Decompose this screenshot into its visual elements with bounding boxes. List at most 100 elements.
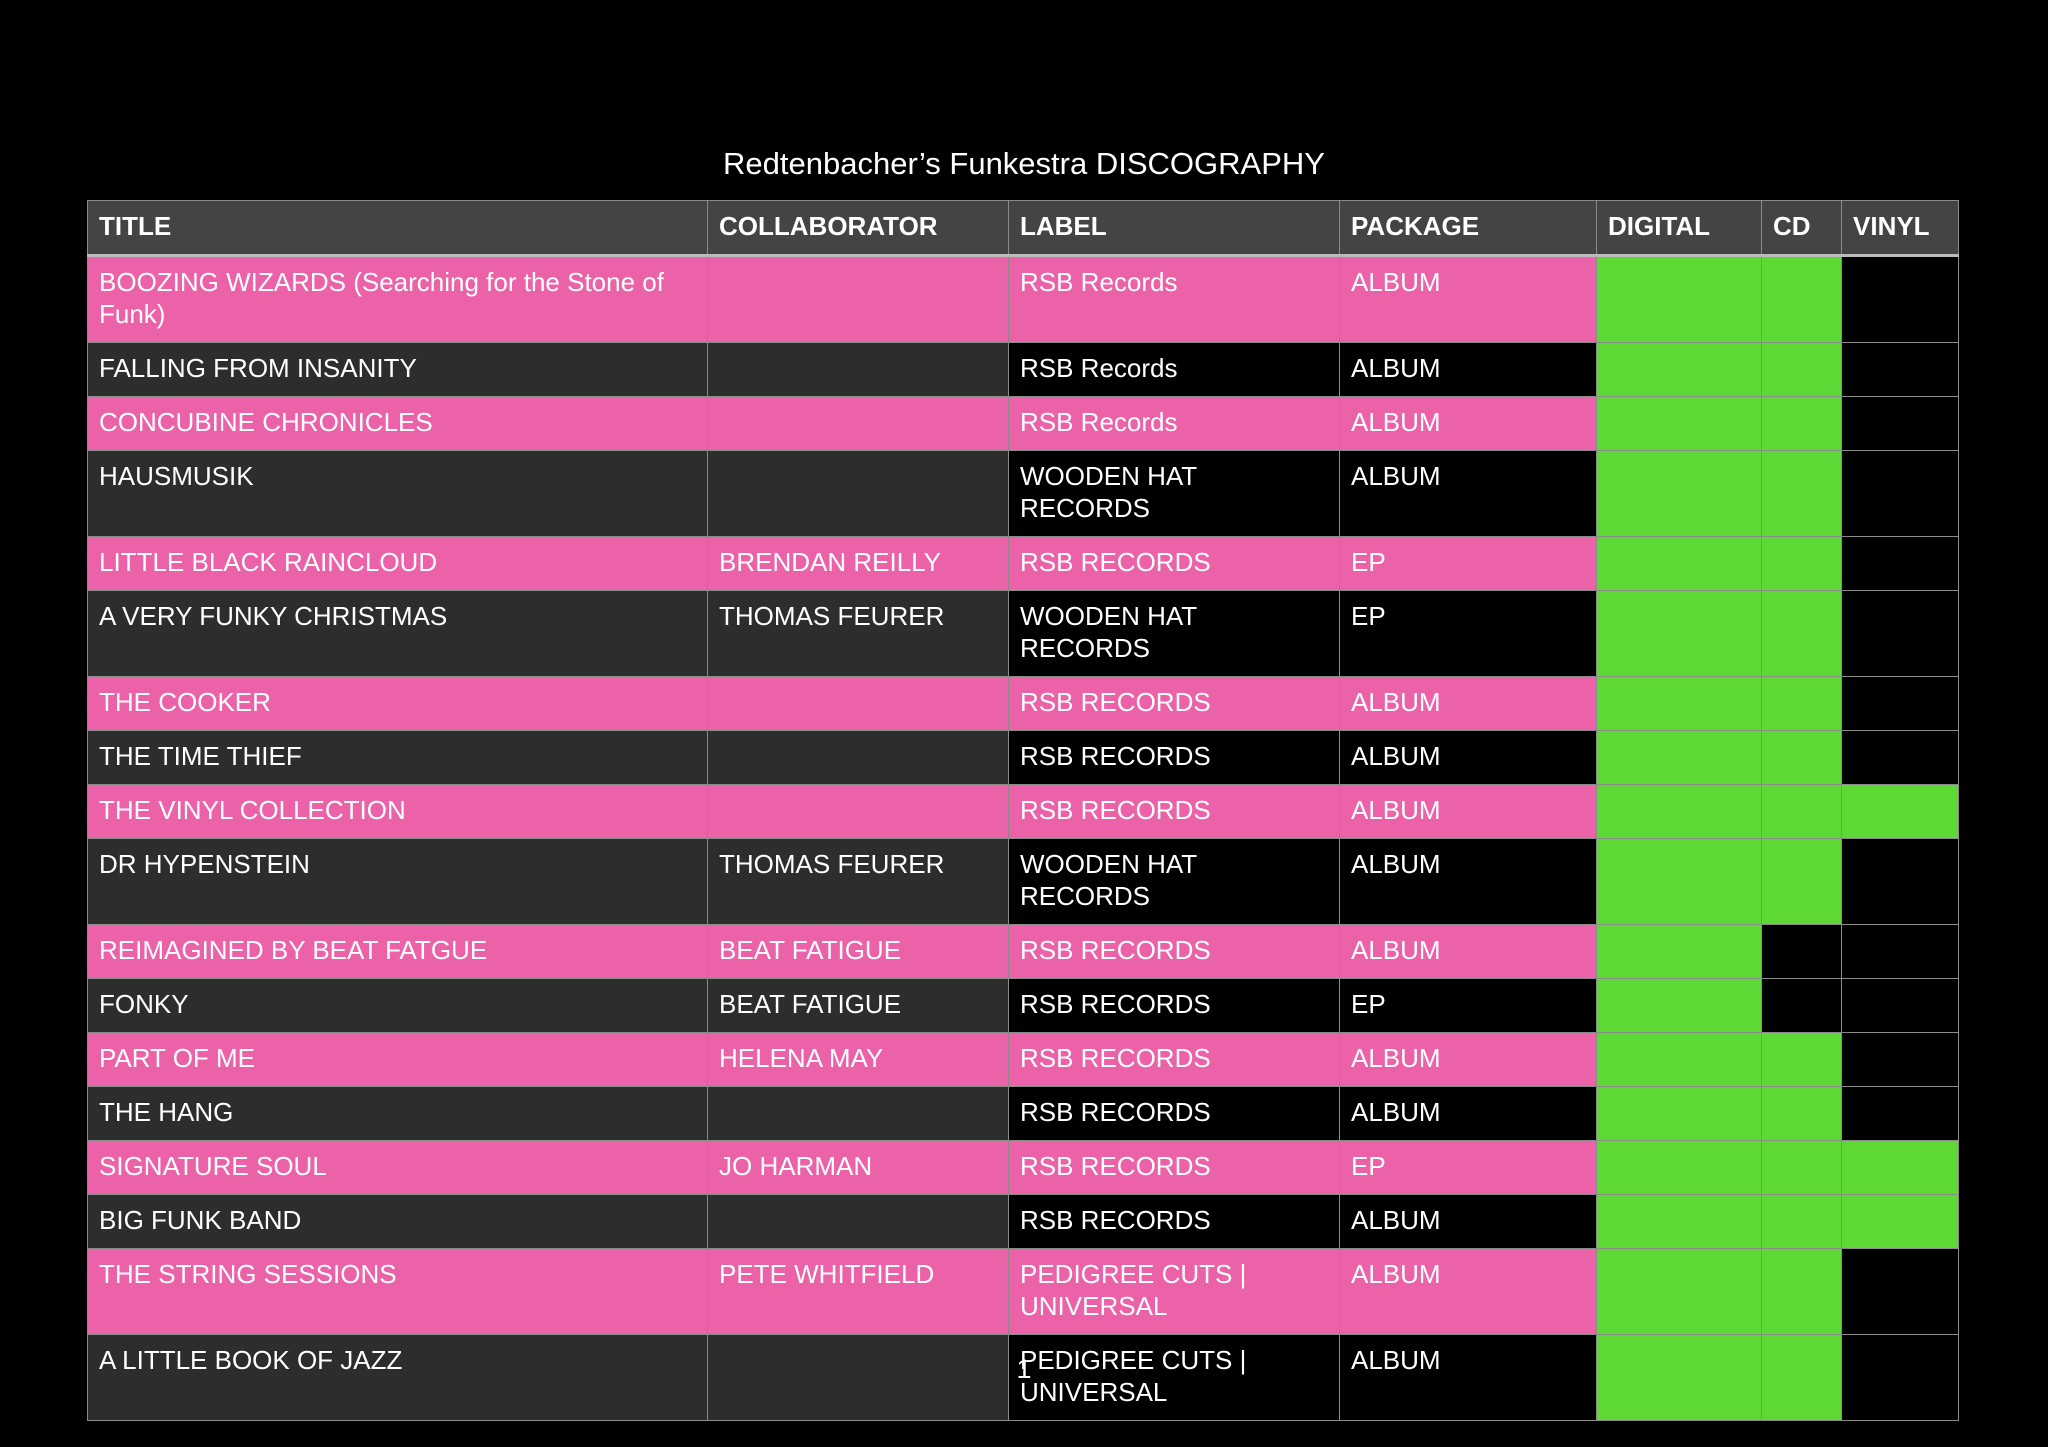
vinyl-cell — [1841, 978, 1959, 1033]
table-row: REIMAGINED BY BEAT FATGUE BEAT FATIGUE RSB… — [87, 924, 1959, 979]
table-row: THE COOKER RSB RECORDS ALBUM — [87, 676, 1959, 731]
collaborator-cell — [707, 1086, 1009, 1141]
title-cell: BIG FUNK BAND — [87, 1194, 708, 1249]
collaborator-cell: BRENDAN REILLY — [707, 536, 1009, 591]
label-cell: WOODEN HAT RECORDS — [1008, 450, 1340, 537]
cd-cell — [1761, 1086, 1842, 1141]
digital-cell — [1596, 1140, 1762, 1195]
collaborator-cell — [707, 255, 1009, 343]
label-cell: RSB RECORDS — [1008, 536, 1340, 591]
label-cell: RSB Records — [1008, 396, 1340, 451]
title-cell: THE COOKER — [87, 676, 708, 731]
vinyl-cell — [1841, 1086, 1959, 1141]
digital-cell — [1596, 590, 1762, 677]
collaborator-cell: THOMAS FEURER — [707, 838, 1009, 925]
vinyl-cell — [1841, 1248, 1959, 1335]
column-header: TITLE — [87, 200, 708, 257]
digital-cell — [1596, 676, 1762, 731]
package-cell: EP — [1339, 536, 1597, 591]
vinyl-cell — [1841, 838, 1959, 925]
digital-cell — [1596, 450, 1762, 537]
table-row: THE TIME THIEF RSB RECORDS ALBUM — [87, 730, 1959, 785]
label-cell: WOODEN HAT RECORDS — [1008, 838, 1340, 925]
column-header: DIGITAL — [1596, 200, 1762, 257]
digital-cell — [1596, 838, 1762, 925]
cd-cell — [1761, 1248, 1842, 1335]
table-row: LITTLE BLACK RAINCLOUD BRENDAN REILLY RSB … — [87, 536, 1959, 591]
table-row: FALLING FROM INSANITY RSB Records ALBUM — [87, 342, 1959, 397]
table-row: A LITTLE BOOK OF JAZZ PEDIGREE CUTS | UNI… — [87, 1334, 1959, 1421]
cd-cell — [1761, 730, 1842, 785]
package-cell: EP — [1339, 1140, 1597, 1195]
vinyl-cell — [1841, 730, 1959, 785]
collaborator-cell — [707, 730, 1009, 785]
vinyl-cell — [1841, 590, 1959, 677]
label-cell: RSB RECORDS — [1008, 1032, 1340, 1087]
vinyl-cell — [1841, 255, 1959, 343]
title-cell: LITTLE BLACK RAINCLOUD — [87, 536, 708, 591]
vinyl-cell — [1841, 1140, 1959, 1195]
label-cell: RSB RECORDS — [1008, 978, 1340, 1033]
vinyl-cell — [1841, 1194, 1959, 1249]
collaborator-cell — [707, 450, 1009, 537]
title-cell: PART OF ME — [87, 1032, 708, 1087]
vinyl-cell — [1841, 676, 1959, 731]
table-row: HAUSMUSIK WOODEN HAT RECORDS ALBUM — [87, 450, 1959, 537]
digital-cell — [1596, 730, 1762, 785]
digital-cell — [1596, 1248, 1762, 1335]
cd-cell — [1761, 342, 1842, 397]
table-row: FONKY BEAT FATIGUE RSB RECORDS EP — [87, 978, 1959, 1033]
digital-cell — [1596, 1086, 1762, 1141]
collaborator-cell: HELENA MAY — [707, 1032, 1009, 1087]
cd-cell — [1761, 676, 1842, 731]
label-cell: RSB RECORDS — [1008, 784, 1340, 839]
vinyl-cell — [1841, 1334, 1959, 1421]
cd-cell — [1761, 450, 1842, 537]
collaborator-cell — [707, 396, 1009, 451]
label-cell: RSB RECORDS — [1008, 1140, 1340, 1195]
label-cell: WOODEN HAT RECORDS — [1008, 590, 1340, 677]
vinyl-cell — [1841, 784, 1959, 839]
digital-cell — [1596, 1334, 1762, 1421]
package-cell: ALBUM — [1339, 1194, 1597, 1249]
package-cell: EP — [1339, 590, 1597, 677]
package-cell: ALBUM — [1339, 924, 1597, 979]
digital-cell — [1596, 978, 1762, 1033]
collaborator-cell — [707, 342, 1009, 397]
package-cell: ALBUM — [1339, 1334, 1597, 1421]
cd-cell — [1761, 1334, 1842, 1421]
column-header: CD — [1761, 200, 1842, 257]
title-cell: HAUSMUSIK — [87, 450, 708, 537]
vinyl-cell — [1841, 396, 1959, 451]
column-header: PACKAGE — [1339, 200, 1597, 257]
collaborator-cell: THOMAS FEURER — [707, 590, 1009, 677]
title-cell: THE HANG — [87, 1086, 708, 1141]
cd-cell — [1761, 255, 1842, 343]
vinyl-cell — [1841, 450, 1959, 537]
package-cell: EP — [1339, 978, 1597, 1033]
cd-cell — [1761, 1194, 1842, 1249]
vinyl-cell — [1841, 924, 1959, 979]
title-cell: A LITTLE BOOK OF JAZZ — [87, 1334, 708, 1421]
digital-cell — [1596, 1032, 1762, 1087]
title-cell: THE STRING SESSIONS — [87, 1248, 708, 1335]
collaborator-cell — [707, 1334, 1009, 1421]
package-cell: ALBUM — [1339, 784, 1597, 839]
label-cell: RSB RECORDS — [1008, 1086, 1340, 1141]
package-cell: ALBUM — [1339, 676, 1597, 731]
label-cell: PEDIGREE CUTS | UNIVERSAL — [1008, 1248, 1340, 1335]
package-cell: ALBUM — [1339, 1086, 1597, 1141]
collaborator-cell: JO HARMAN — [707, 1140, 1009, 1195]
label-cell: PEDIGREE CUTS | UNIVERSAL — [1008, 1334, 1340, 1421]
collaborator-cell — [707, 784, 1009, 839]
table-row: PART OF ME HELENA MAY RSB RECORDS ALBUM — [87, 1032, 1959, 1087]
title-cell: DR HYPENSTEIN — [87, 838, 708, 925]
table-row: BOOZING WIZARDS (Searching for the Stone… — [87, 255, 1959, 343]
package-cell: ALBUM — [1339, 396, 1597, 451]
label-cell: RSB RECORDS — [1008, 676, 1340, 731]
table-row: THE HANG RSB RECORDS ALBUM — [87, 1086, 1959, 1141]
cd-cell — [1761, 536, 1842, 591]
title-cell: REIMAGINED BY BEAT FATGUE — [87, 924, 708, 979]
cd-cell — [1761, 1032, 1842, 1087]
discography-table: TITLE COLLABORATOR LABEL PACKAGE DIGITAL CD VI… — [87, 200, 1959, 1421]
